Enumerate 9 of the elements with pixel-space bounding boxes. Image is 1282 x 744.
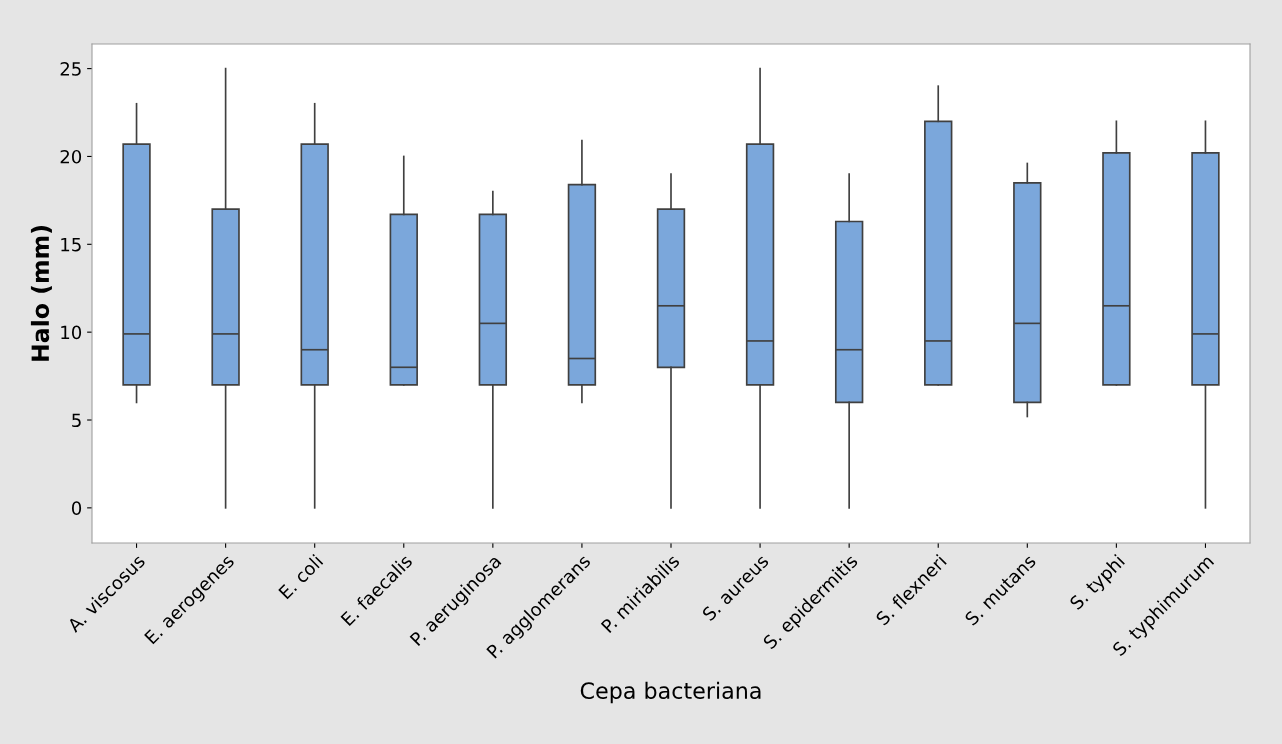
y-tick-label: 10 [61, 325, 82, 340]
y-tick-label: 20 [60, 149, 82, 164]
y-tick-label: 15 [61, 238, 81, 252]
y-tick-label: 5 [72, 413, 81, 428]
x-tick-label: E. coli [277, 553, 324, 600]
y-axis-title: Halo (mm) [30, 226, 52, 361]
x-axis-title: Cepa bacteriana [580, 681, 761, 704]
y-tick-label: 0 [71, 501, 82, 515]
y-tick-label: 25 [60, 62, 81, 76]
